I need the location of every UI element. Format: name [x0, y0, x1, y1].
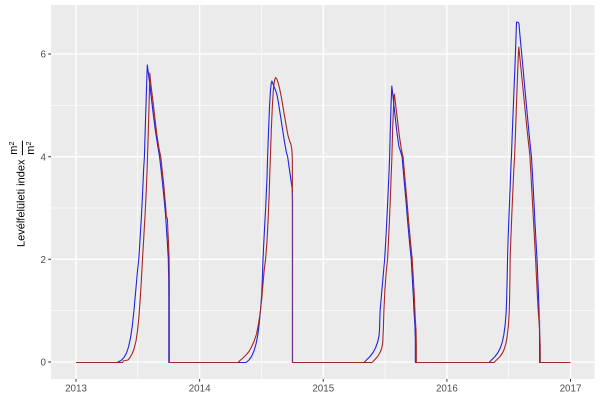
svg-text:2017: 2017: [560, 384, 582, 395]
svg-text:4: 4: [41, 152, 47, 163]
svg-text:2016: 2016: [436, 384, 458, 395]
svg-text:2013: 2013: [65, 384, 87, 395]
svg-text:Levélfelületi index: Levélfelületi index: [16, 159, 28, 247]
svg-text:6: 6: [41, 50, 47, 61]
svg-text:2015: 2015: [312, 384, 334, 395]
svg-text:2014: 2014: [189, 384, 211, 395]
svg-text:2: 2: [41, 255, 46, 266]
svg-text:0: 0: [41, 358, 47, 369]
